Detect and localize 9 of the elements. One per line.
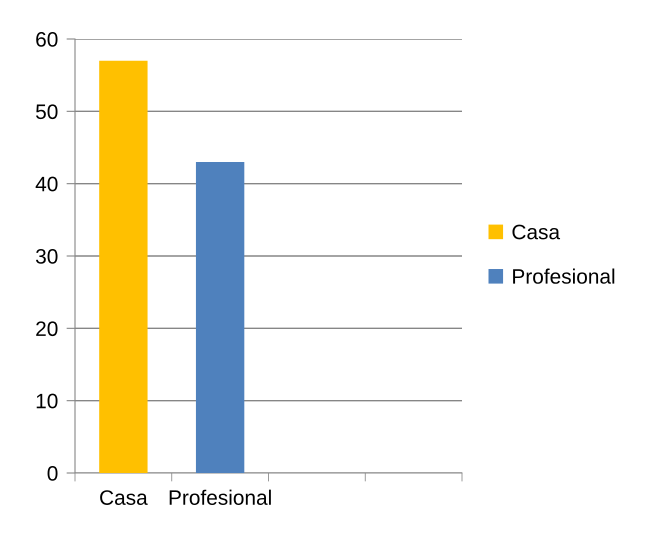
y-tick-label: 60 bbox=[36, 32, 58, 47]
y-tick-label: 0 bbox=[48, 466, 58, 481]
y-tick-label: 30 bbox=[36, 249, 58, 264]
y-tick-label: 20 bbox=[36, 321, 58, 336]
y-tick-label: 50 bbox=[36, 104, 58, 120]
legend-label: Casa bbox=[512, 224, 560, 240]
y-tick-label: 10 bbox=[36, 394, 58, 408]
y-tick-label: 40 bbox=[36, 176, 58, 192]
legend-label: Profesional bbox=[513, 268, 614, 284]
